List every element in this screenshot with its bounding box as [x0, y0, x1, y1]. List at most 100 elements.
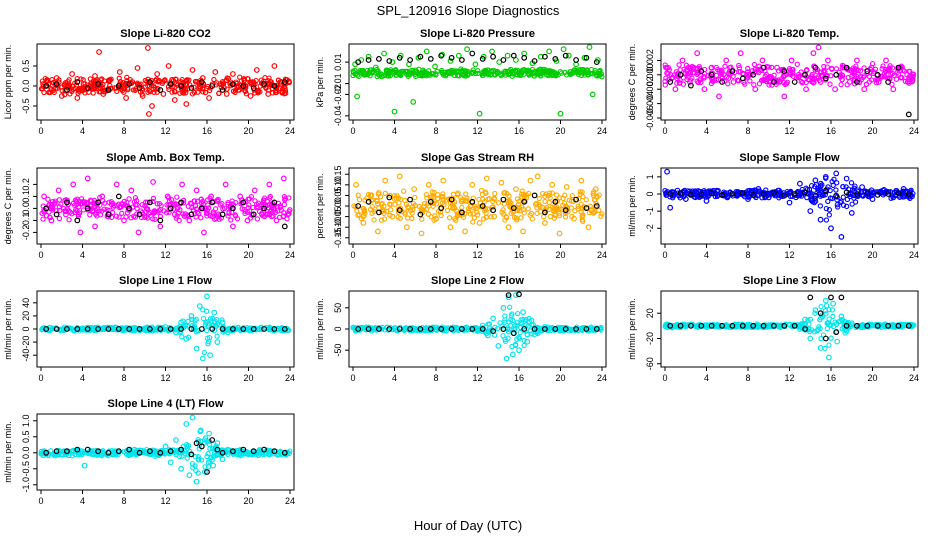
hourly-point — [271, 199, 278, 206]
data-point — [575, 203, 581, 209]
x-tick-label: 8 — [433, 250, 438, 260]
data-point — [463, 191, 469, 197]
data-point — [135, 229, 142, 236]
data-point — [64, 84, 70, 90]
data-point — [591, 193, 597, 199]
x-tick-label: 12 — [472, 250, 482, 260]
data-point — [192, 203, 199, 209]
data-point — [826, 207, 833, 213]
data-point — [555, 72, 561, 78]
data-point — [211, 76, 217, 83]
y-tick-label: -1.0 — [21, 477, 31, 493]
y-tick-label: -0.15 — [333, 228, 343, 249]
data-point — [805, 325, 812, 331]
hourly-point — [229, 205, 236, 212]
data-point — [834, 202, 840, 208]
y-tick-label: 0.1 — [21, 190, 31, 203]
y-tick-label: 0.0 — [21, 80, 31, 93]
data-point — [537, 203, 543, 210]
data-point — [232, 89, 238, 96]
chart-title: Slope Li-820 Temp. — [740, 28, 839, 40]
chart-panel-0: Slope Li-820 CO2 Licor ppm per min. 0 4 8 12 1… — [3, 28, 295, 136]
data-point — [389, 59, 396, 65]
data-point — [807, 335, 814, 342]
x-tick-label: 16 — [826, 126, 836, 136]
data-point — [697, 324, 703, 330]
hourly-point — [209, 437, 216, 443]
data-point — [670, 192, 677, 198]
hourly-point — [854, 79, 860, 85]
data-point — [854, 57, 860, 64]
hourly-point — [271, 326, 278, 332]
data-point — [703, 322, 710, 329]
chart-panel-4: Slope Gas Stream RH percent per min. 0 4 8 12… — [315, 152, 607, 260]
hourly-point — [838, 294, 845, 301]
data-point — [150, 198, 156, 205]
hourly-point — [469, 50, 476, 57]
data-point — [834, 180, 840, 186]
hourly-point — [791, 79, 798, 85]
data-point — [429, 200, 435, 206]
data-point — [409, 70, 416, 76]
data-point — [169, 89, 175, 95]
data-point — [476, 110, 483, 117]
data-point — [448, 71, 454, 77]
hourly-point — [895, 64, 902, 71]
hourly-point — [854, 191, 860, 197]
data-point — [497, 320, 503, 326]
data-point — [150, 216, 156, 222]
hourly-point — [807, 294, 814, 301]
data-point — [193, 187, 200, 194]
data-point — [844, 196, 851, 203]
data-point — [87, 197, 94, 203]
data-point — [356, 197, 363, 203]
data-point — [413, 73, 419, 80]
data-point — [92, 73, 98, 79]
data-point — [152, 453, 159, 459]
data-point — [277, 204, 283, 211]
data-point — [869, 196, 876, 203]
data-point — [886, 65, 892, 71]
hourly-point — [407, 326, 414, 332]
data-point — [516, 334, 522, 340]
x-tick-label: 4 — [392, 126, 397, 136]
data-point — [534, 173, 541, 180]
data-point — [167, 459, 174, 466]
data-point — [196, 303, 203, 310]
hourly-point — [510, 330, 517, 337]
data-point — [66, 217, 72, 223]
data-point — [724, 74, 730, 80]
chart-title: Slope Line 1 Flow — [119, 275, 212, 287]
data-point — [273, 209, 279, 215]
x-tick-label: 24 — [285, 250, 295, 260]
data-point — [500, 207, 506, 213]
hourly-point — [271, 448, 278, 455]
hourly-point — [427, 198, 434, 205]
hourly-point — [250, 326, 257, 332]
data-point — [491, 68, 497, 74]
y-tick-label: 0.10 — [333, 176, 343, 194]
data-point — [458, 66, 464, 72]
data-point — [183, 441, 190, 448]
x-tick-label: 0 — [38, 496, 43, 506]
data-point — [48, 217, 55, 224]
data-point — [113, 326, 119, 333]
y-tick-label: 40 — [21, 298, 31, 308]
data-points — [38, 414, 293, 485]
hourly-point — [459, 57, 465, 63]
data-point — [480, 216, 487, 222]
data-point — [815, 44, 822, 51]
hourly-point — [146, 79, 153, 85]
x-tick-label: 12 — [784, 126, 794, 136]
data-point — [233, 213, 239, 219]
data-point — [834, 194, 840, 200]
data-point — [716, 93, 722, 100]
x-axis-title: Hour of Day (UTC) — [413, 518, 523, 533]
data-point — [244, 217, 251, 224]
chart-panel-7: Slope Line 2 Flow ml/min per min. 0 4 8 12 16 2… — [315, 275, 607, 383]
data-point — [444, 207, 451, 214]
y-tick-label: -0.5 — [21, 461, 31, 477]
data-point — [412, 194, 418, 201]
data-point — [523, 192, 530, 198]
x-tick-label: 0 — [662, 126, 667, 136]
